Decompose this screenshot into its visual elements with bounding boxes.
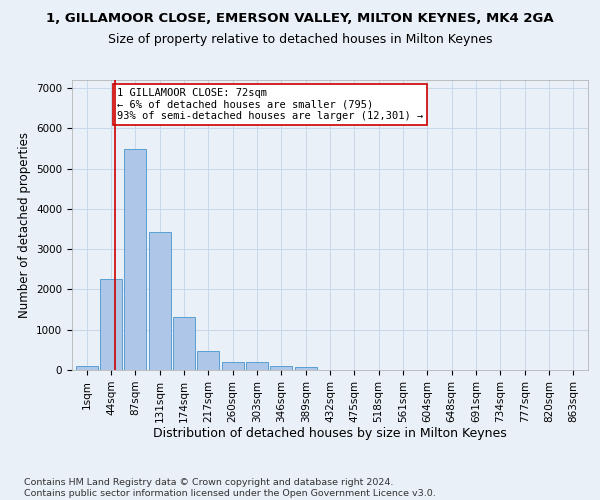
Bar <box>246 362 268 370</box>
X-axis label: Distribution of detached houses by size in Milton Keynes: Distribution of detached houses by size … <box>153 428 507 440</box>
Y-axis label: Number of detached properties: Number of detached properties <box>17 132 31 318</box>
Bar <box>221 362 244 370</box>
Bar <box>124 150 146 370</box>
Text: 1, GILLAMOOR CLOSE, EMERSON VALLEY, MILTON KEYNES, MK4 2GA: 1, GILLAMOOR CLOSE, EMERSON VALLEY, MILT… <box>46 12 554 26</box>
Bar <box>271 366 292 370</box>
Bar <box>149 232 170 370</box>
Text: 1 GILLAMOOR CLOSE: 72sqm
← 6% of detached houses are smaller (795)
93% of semi-d: 1 GILLAMOOR CLOSE: 72sqm ← 6% of detache… <box>117 88 424 122</box>
Bar <box>173 317 195 370</box>
Bar <box>197 352 219 370</box>
Bar <box>295 367 317 370</box>
Bar <box>100 278 122 370</box>
Text: Size of property relative to detached houses in Milton Keynes: Size of property relative to detached ho… <box>108 32 492 46</box>
Text: Contains HM Land Registry data © Crown copyright and database right 2024.
Contai: Contains HM Land Registry data © Crown c… <box>24 478 436 498</box>
Bar <box>76 366 98 370</box>
